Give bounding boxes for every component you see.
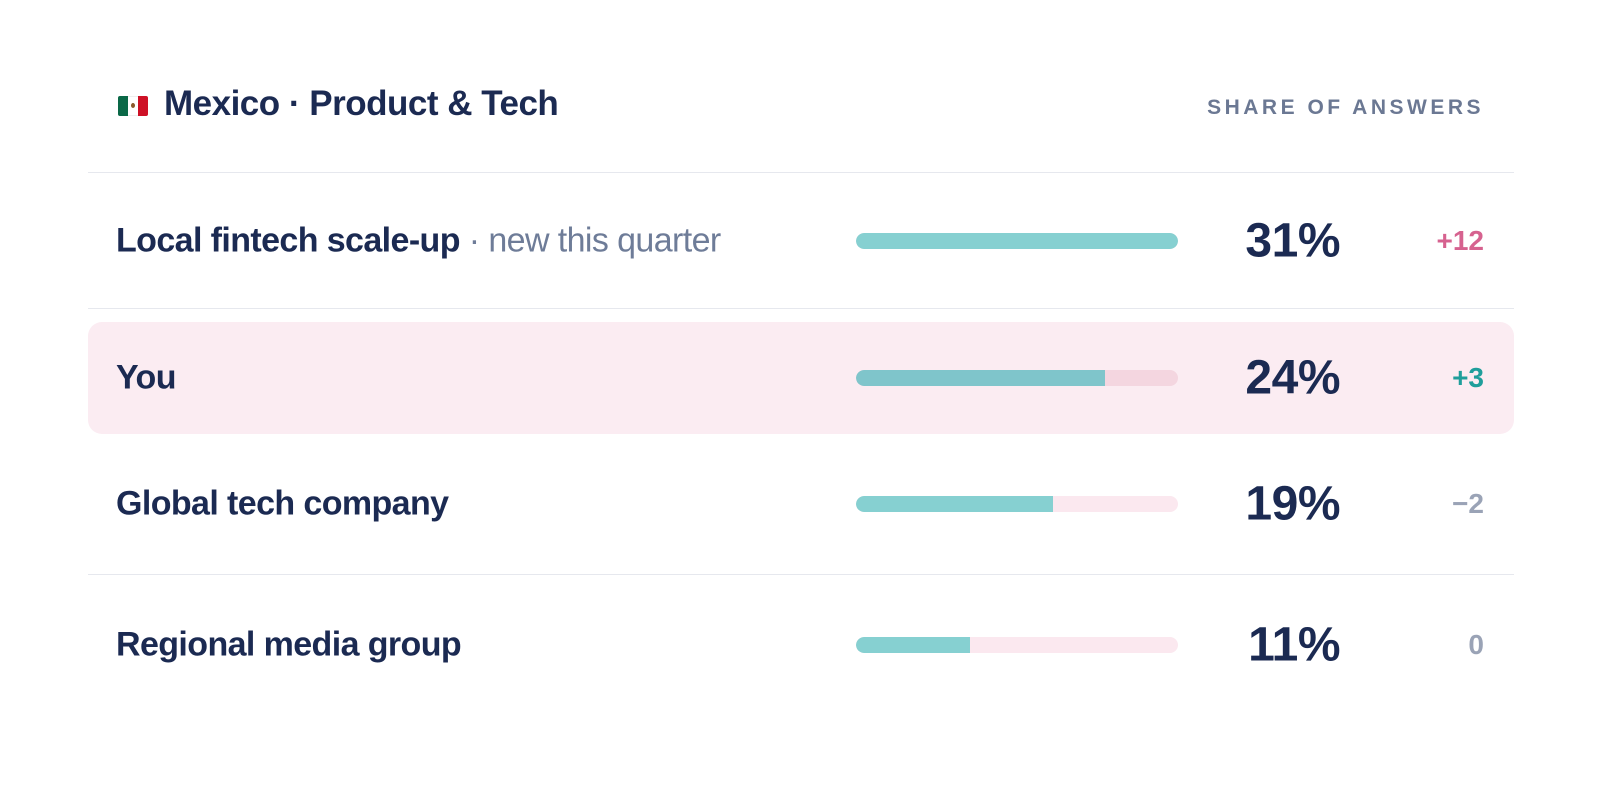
share-change: −2 [1452, 488, 1484, 519]
competitor-name: You [116, 358, 177, 397]
share-change: 0 [1468, 629, 1484, 660]
competitor-row: Regional media group 11% 0 [88, 575, 1514, 715]
competitor-name: Global tech company [116, 484, 449, 523]
competitor-row-you: You 24% +3 [88, 322, 1514, 434]
share-bar-fill [856, 370, 1106, 386]
share-bar [856, 637, 1178, 653]
column-header-share: SHARE OF ANSWERS [1207, 96, 1484, 119]
share-bar-fill [856, 232, 1178, 249]
share-of-answers-panel: Mexico · Product & Tech SHARE OF ANSWERS… [88, 60, 1514, 672]
share-bar [856, 496, 1178, 512]
competitor-label: Local fintech scale-up [116, 221, 460, 259]
share-bar [856, 232, 1178, 249]
share-bar [856, 370, 1178, 386]
mexico-flag-icon [118, 96, 148, 116]
panel-title: Mexico · Product & Tech [164, 84, 559, 123]
share-bar-fill [856, 637, 971, 653]
share-value: 31% [1245, 214, 1340, 267]
competitor-row: Local fintech scale-up · new this quarte… [88, 173, 1514, 309]
share-change: +3 [1452, 362, 1484, 393]
competitor-row: Global tech company 19% −2 [88, 434, 1514, 575]
competitor-name: Regional media group [116, 625, 462, 664]
panel-header: Mexico · Product & Tech SHARE OF ANSWERS [88, 60, 1514, 173]
share-change: +12 [1436, 224, 1485, 256]
separator-dot: · [468, 221, 480, 259]
share-value: 11% [1248, 618, 1340, 672]
share-value: 24% [1245, 351, 1340, 405]
share-bar-fill [856, 496, 1054, 512]
share-value: 19% [1245, 477, 1340, 531]
competitor-note: new this quarter [488, 221, 721, 259]
competitor-name: Local fintech scale-up · new this quarte… [116, 221, 721, 260]
